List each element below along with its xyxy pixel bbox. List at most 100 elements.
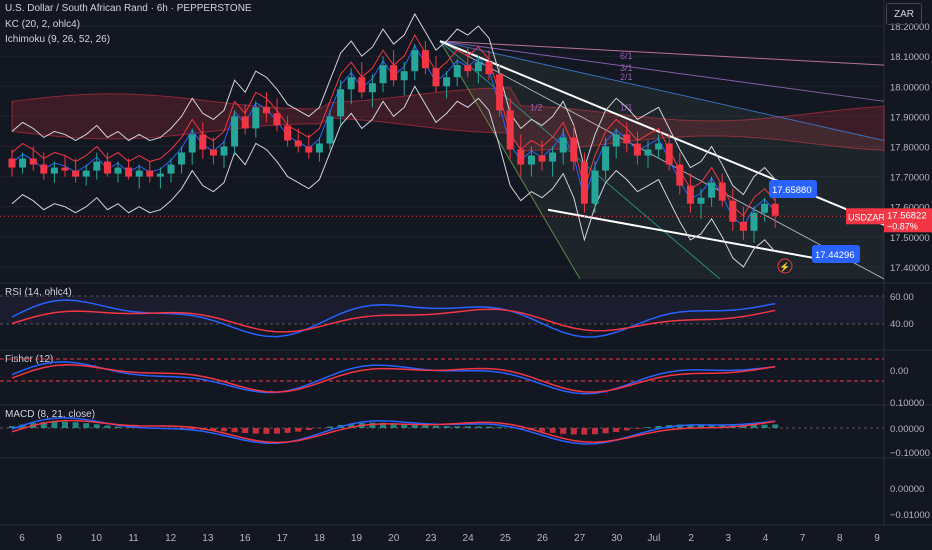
time-axis-tick: 9 xyxy=(56,533,62,544)
macd-histogram-bar xyxy=(581,428,588,435)
candle-body xyxy=(315,143,323,153)
price-axis-tick: 17.70000 xyxy=(890,173,930,184)
candle-body xyxy=(156,173,164,177)
candle-body xyxy=(103,161,111,174)
macd-histogram-bar xyxy=(83,423,90,428)
rsi-title: RSI (14, ohlc4) xyxy=(5,287,72,298)
time-axis-tick: 20 xyxy=(388,533,400,544)
candle-body xyxy=(379,65,387,84)
candle-body xyxy=(50,167,58,174)
candle-body xyxy=(623,134,631,144)
macd-histogram-bar xyxy=(221,428,227,432)
macd-histogram-bar xyxy=(93,424,100,428)
macd-histogram-bar xyxy=(327,426,333,428)
candle-body xyxy=(199,134,207,150)
candle-body xyxy=(114,167,122,174)
upper-target-label: 17.65880 xyxy=(772,185,812,196)
candle-body xyxy=(729,200,737,222)
symbol-tag: USDZAR xyxy=(848,212,886,222)
macd-histogram-bar xyxy=(433,425,439,428)
candle-body xyxy=(188,134,196,153)
fan-line xyxy=(439,40,721,280)
macd-histogram-bar xyxy=(422,425,429,428)
time-axis-tick: 27 xyxy=(574,533,586,544)
candle-body xyxy=(708,182,716,198)
candle-body xyxy=(167,164,175,174)
candle-body xyxy=(697,197,705,204)
candle-body xyxy=(421,50,429,69)
macd-histogram-bar xyxy=(751,424,757,428)
macd-histogram-bar xyxy=(401,423,408,428)
candle-body xyxy=(443,77,451,87)
candle-body xyxy=(676,164,684,186)
macd-tick: 0.00000 xyxy=(890,484,924,495)
candle-body xyxy=(273,113,281,126)
macd-histogram-bar xyxy=(369,422,376,428)
kc-indicator-label[interactable]: KC (20, 2, ohlc4) xyxy=(5,19,81,30)
candle-body xyxy=(761,203,769,213)
macd-histogram-bar xyxy=(231,428,238,433)
macd-histogram-bar xyxy=(390,423,397,428)
candle-body xyxy=(40,164,48,174)
macd-histogram-bar xyxy=(772,424,779,428)
fan-level-label: 6/1 xyxy=(620,51,633,61)
macd-histogram-bar xyxy=(464,426,471,428)
lower-target-label: 17.44296 xyxy=(815,250,855,261)
candle-body xyxy=(241,116,249,129)
macd-histogram-bar xyxy=(560,428,567,434)
macd-histogram-bar xyxy=(263,428,270,434)
rsi-tick: 40.00 xyxy=(890,319,914,330)
time-axis-tick: 8 xyxy=(837,533,843,544)
ichimoku-indicator-label[interactable]: Ichimoku (9, 26, 52, 26) xyxy=(5,34,111,45)
candle-body xyxy=(580,161,588,204)
candle-body xyxy=(655,143,663,150)
candle-body xyxy=(82,170,90,177)
time-axis-tick: 7 xyxy=(800,533,806,544)
candle-body xyxy=(686,185,694,204)
chart-title: U.S. Dollar / South African Rand · 6h · … xyxy=(5,3,252,14)
macd-histogram-bar xyxy=(274,428,280,434)
macd-histogram-bar xyxy=(486,426,492,428)
candle-body xyxy=(146,170,154,177)
macd-histogram-bar xyxy=(613,428,620,432)
candle-body xyxy=(602,146,610,171)
candle-body xyxy=(559,137,567,153)
time-axis-tick: 17 xyxy=(277,533,289,544)
macd-tick: −0.10000 xyxy=(890,448,930,459)
candle-body xyxy=(400,71,408,81)
kc-upper-band xyxy=(11,12,776,196)
currency-badge[interactable]: ZAR xyxy=(886,3,922,25)
time-axis-tick: 26 xyxy=(537,533,549,544)
fan-level-label: 2/1 xyxy=(620,72,633,82)
macd-histogram-bar xyxy=(242,428,249,434)
time-axis-tick: 13 xyxy=(202,533,214,544)
macd-histogram-bar xyxy=(210,428,217,431)
macd-tick: 0.00000 xyxy=(890,424,924,435)
kc-lower-band xyxy=(11,85,776,268)
candle-body xyxy=(220,146,228,156)
macd-histogram-bar xyxy=(51,421,58,428)
price-axis-tick: 17.80000 xyxy=(890,142,930,153)
macd-histogram-bar xyxy=(570,428,577,435)
rsi-signal-line xyxy=(11,308,776,333)
candle-body xyxy=(527,155,535,165)
fan-fill xyxy=(440,41,884,279)
price-change-label: −0.87% xyxy=(887,221,918,231)
time-axis-tick: 2 xyxy=(688,533,694,544)
macd-histogram-bar xyxy=(72,422,79,428)
candle-body xyxy=(464,65,472,72)
price-axis-tick: 17.90000 xyxy=(890,112,930,123)
macd-histogram-bar xyxy=(62,421,68,428)
macd-histogram-bar xyxy=(9,426,15,428)
candle-body xyxy=(633,143,641,156)
candle-body xyxy=(485,62,493,75)
candle-body xyxy=(739,221,747,231)
candle-body xyxy=(718,182,726,201)
price-axis-tick: 18.10000 xyxy=(890,52,930,63)
candle-body xyxy=(665,143,673,165)
candle-body xyxy=(432,68,440,87)
candle-body xyxy=(125,167,133,177)
macd-histogram-bar xyxy=(19,424,26,428)
macd-histogram-bar xyxy=(411,424,418,428)
